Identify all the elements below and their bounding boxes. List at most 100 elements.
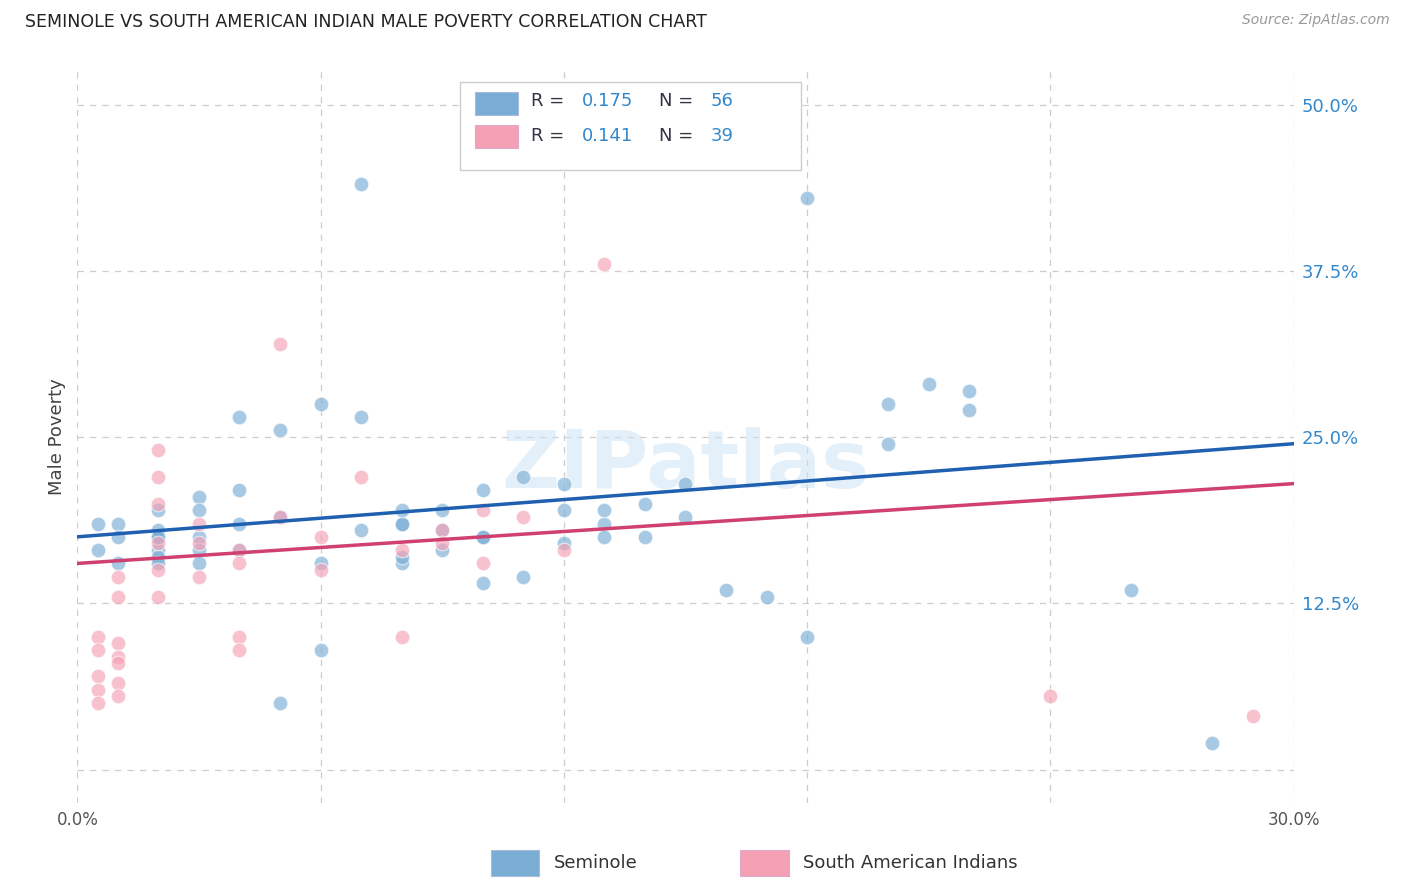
Point — [471, 557, 494, 571]
Point — [471, 483, 494, 498]
Point — [228, 630, 250, 644]
Point — [148, 563, 170, 577]
Point — [86, 669, 108, 683]
Point — [148, 443, 170, 458]
Point — [148, 549, 170, 564]
Point — [269, 424, 291, 438]
Point — [755, 590, 778, 604]
Point — [107, 649, 129, 664]
Point — [593, 530, 616, 544]
Point — [148, 590, 170, 604]
Point — [86, 543, 108, 558]
Point — [107, 676, 129, 690]
Point — [430, 523, 453, 537]
Text: SEMINOLE VS SOUTH AMERICAN INDIAN MALE POVERTY CORRELATION CHART: SEMINOLE VS SOUTH AMERICAN INDIAN MALE P… — [25, 13, 707, 31]
Point — [107, 656, 129, 670]
Point — [148, 536, 170, 550]
Point — [675, 476, 697, 491]
Point — [188, 503, 211, 517]
Point — [148, 523, 170, 537]
Point — [148, 530, 170, 544]
Point — [553, 476, 575, 491]
Point — [1201, 736, 1223, 750]
Point — [188, 557, 211, 571]
Point — [269, 696, 291, 710]
Point — [796, 191, 818, 205]
Text: ZIPatlas: ZIPatlas — [502, 427, 869, 506]
Bar — [491, 850, 540, 876]
Point — [309, 557, 332, 571]
Point — [107, 557, 129, 571]
Text: Source: ZipAtlas.com: Source: ZipAtlas.com — [1241, 13, 1389, 28]
Text: Seminole: Seminole — [554, 854, 638, 871]
Bar — [740, 850, 789, 876]
Point — [957, 384, 980, 398]
Point — [86, 682, 108, 697]
Point — [553, 536, 575, 550]
Bar — [475, 92, 517, 115]
Point — [188, 570, 211, 584]
Point — [148, 503, 170, 517]
Text: R =: R = — [531, 127, 569, 145]
Point — [1241, 709, 1264, 723]
Point — [512, 509, 534, 524]
Point — [430, 536, 453, 550]
Text: R =: R = — [531, 93, 569, 111]
Point — [391, 557, 413, 571]
Point — [634, 497, 657, 511]
Point — [634, 530, 657, 544]
Point — [309, 530, 332, 544]
Point — [188, 516, 211, 531]
Text: 0.175: 0.175 — [582, 93, 634, 111]
Point — [593, 516, 616, 531]
Point — [148, 530, 170, 544]
Bar — [475, 125, 517, 148]
Point — [1121, 582, 1143, 597]
Point — [269, 509, 291, 524]
Point — [309, 643, 332, 657]
Text: N =: N = — [658, 93, 699, 111]
Point — [714, 582, 737, 597]
Point — [309, 397, 332, 411]
Y-axis label: Male Poverty: Male Poverty — [48, 379, 66, 495]
Point — [471, 530, 494, 544]
Point — [269, 337, 291, 351]
Point — [391, 549, 413, 564]
Point — [350, 470, 373, 484]
Point — [309, 563, 332, 577]
Point — [391, 630, 413, 644]
Point — [148, 470, 170, 484]
Point — [228, 557, 250, 571]
Point — [86, 516, 108, 531]
Text: South American Indians: South American Indians — [803, 854, 1018, 871]
Point — [877, 436, 900, 450]
Point — [107, 570, 129, 584]
Point — [471, 530, 494, 544]
Point — [188, 530, 211, 544]
Point — [228, 410, 250, 425]
Point — [228, 516, 250, 531]
Point — [471, 503, 494, 517]
Point — [553, 543, 575, 558]
Point — [148, 497, 170, 511]
Point — [471, 576, 494, 591]
Point — [391, 516, 413, 531]
Point — [918, 376, 941, 391]
Point — [107, 530, 129, 544]
Point — [593, 503, 616, 517]
Point — [107, 590, 129, 604]
Point — [796, 630, 818, 644]
Point — [512, 470, 534, 484]
Text: 0.141: 0.141 — [582, 127, 633, 145]
Point — [228, 483, 250, 498]
Point — [228, 643, 250, 657]
Point — [188, 490, 211, 504]
Point — [430, 543, 453, 558]
Point — [877, 397, 900, 411]
Point — [512, 570, 534, 584]
Point — [350, 523, 373, 537]
Point — [107, 636, 129, 650]
Point — [107, 690, 129, 704]
Point — [430, 523, 453, 537]
Point — [148, 543, 170, 558]
